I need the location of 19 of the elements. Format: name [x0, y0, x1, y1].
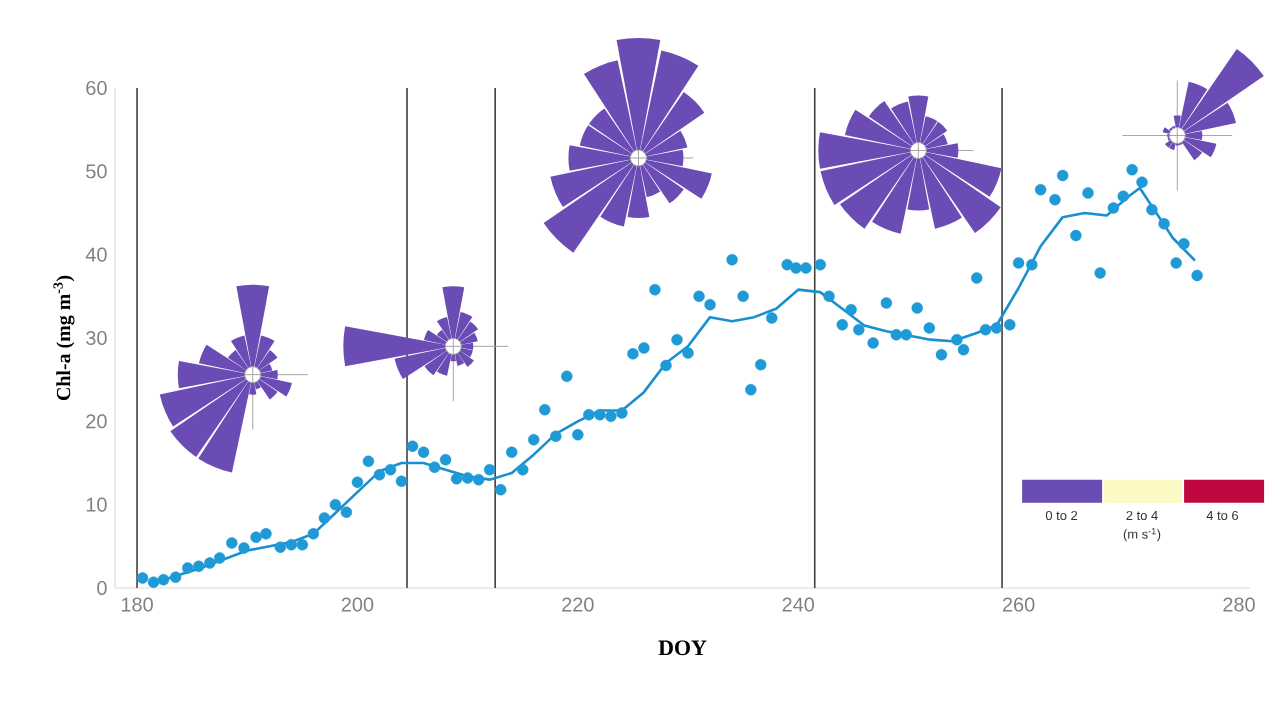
y-tick-label: 60 [86, 80, 107, 96]
annotation: 2 to 4 [1126, 510, 1158, 521]
annotation: 4 to 6 [1206, 510, 1239, 521]
annotation: (m s$^{-1}$) [1123, 528, 1161, 542]
y-tick-label: 20 [86, 414, 107, 429]
annotation: 0 to 2 [1045, 510, 1078, 521]
y-tick-label: 30 [86, 330, 107, 346]
x-tick-label: 180 [121, 597, 153, 612]
y-tick-label: 50 [86, 164, 107, 179]
x-tick-label: 220 [562, 597, 594, 612]
y-axis-title: Chl-a (mg m$^{-3}$) [53, 275, 75, 401]
y-tick-label: 40 [85, 247, 107, 262]
x-axis-title: DOY [658, 640, 707, 656]
x-tick-label: 240 [782, 597, 815, 612]
x-tick-label: 260 [1002, 597, 1035, 612]
x-tick-label: 200 [341, 597, 374, 612]
y-tick-label: 10 [86, 497, 107, 512]
y-tick-label: 0 [97, 580, 107, 596]
x-tick-label: 280 [1223, 597, 1255, 612]
